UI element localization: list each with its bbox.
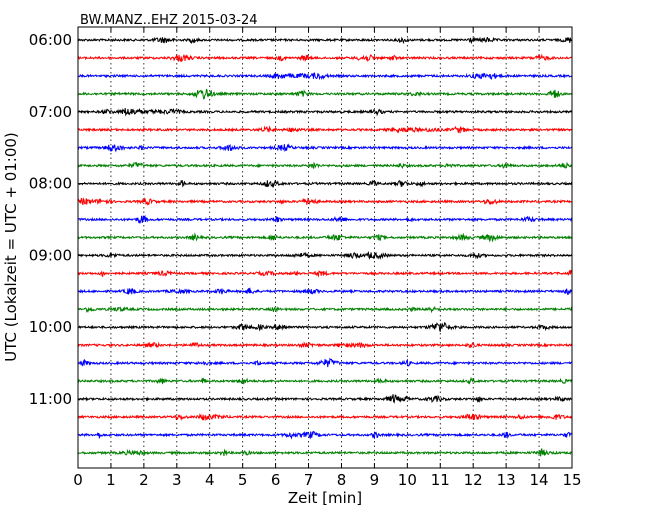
trace-1145 <box>77 448 573 457</box>
trace-0915 <box>77 269 573 278</box>
trace-1130 <box>77 430 573 440</box>
trace-0630 <box>77 72 573 81</box>
x-tick-label: 7 <box>304 471 314 489</box>
trace-0730 <box>77 143 573 153</box>
trace-0900 <box>77 251 573 260</box>
trace-0645 <box>77 88 573 100</box>
y-tick-label: 07:00 <box>29 103 72 121</box>
x-tick-label: 1 <box>106 471 116 489</box>
chart-title: BW.MANZ..EHZ 2015-03-24 <box>80 13 258 28</box>
trace-0600 <box>77 36 573 45</box>
plot-frame <box>77 26 573 469</box>
x-tick-label: 11 <box>431 471 450 489</box>
y-tick-label: 09:00 <box>29 246 72 264</box>
x-axis-label: Zeit [min] <box>288 489 362 507</box>
x-tick-label: 15 <box>562 471 581 489</box>
trace-1030 <box>77 357 573 368</box>
x-tick-label: 4 <box>205 471 215 489</box>
traces <box>77 36 573 457</box>
trace-0800 <box>77 179 573 188</box>
trace-1115 <box>77 413 573 422</box>
trace-0715 <box>77 125 573 134</box>
x-axis: 0 1 2 3 4 5 6 7 8 9 10 11 12 13 14 15 <box>73 27 582 489</box>
trace-1000 <box>77 322 573 332</box>
trace-0815 <box>77 197 573 206</box>
x-tick-label: 12 <box>464 471 483 489</box>
trace-0945 <box>77 305 573 314</box>
trace-1100 <box>77 394 573 404</box>
x-tick-label: 13 <box>497 471 516 489</box>
trace-0615 <box>77 53 573 63</box>
trace-0700 <box>77 107 573 117</box>
x-tick-label: 5 <box>238 471 248 489</box>
x-tick-label: 10 <box>398 471 417 489</box>
x-tick-label: 6 <box>271 471 281 489</box>
trace-1015 <box>77 341 573 349</box>
y-tick-label: 08:00 <box>29 175 72 193</box>
x-tick-label: 8 <box>337 471 347 489</box>
x-tick-label: 0 <box>73 471 83 489</box>
trace-1045 <box>77 376 573 385</box>
trace-0845 <box>77 232 572 243</box>
x-tick-label: 3 <box>172 471 182 489</box>
trace-0745 <box>77 161 573 170</box>
y-axis: 06:00 07:00 08:00 09:00 10:00 11:00 <box>29 31 572 408</box>
y-tick-label: 11:00 <box>29 390 72 408</box>
y-axis-label: UTC (Lokalzeit = UTC + 01:00) <box>2 132 20 362</box>
y-tick-label: 06:00 <box>29 31 72 49</box>
grid <box>110 27 540 468</box>
y-tick-label: 10:00 <box>29 318 72 336</box>
trace-0830 <box>77 214 573 224</box>
x-tick-label: 2 <box>139 471 149 489</box>
trace-0930 <box>77 287 573 296</box>
x-tick-label: 9 <box>370 471 380 489</box>
x-tick-label: 14 <box>530 471 549 489</box>
